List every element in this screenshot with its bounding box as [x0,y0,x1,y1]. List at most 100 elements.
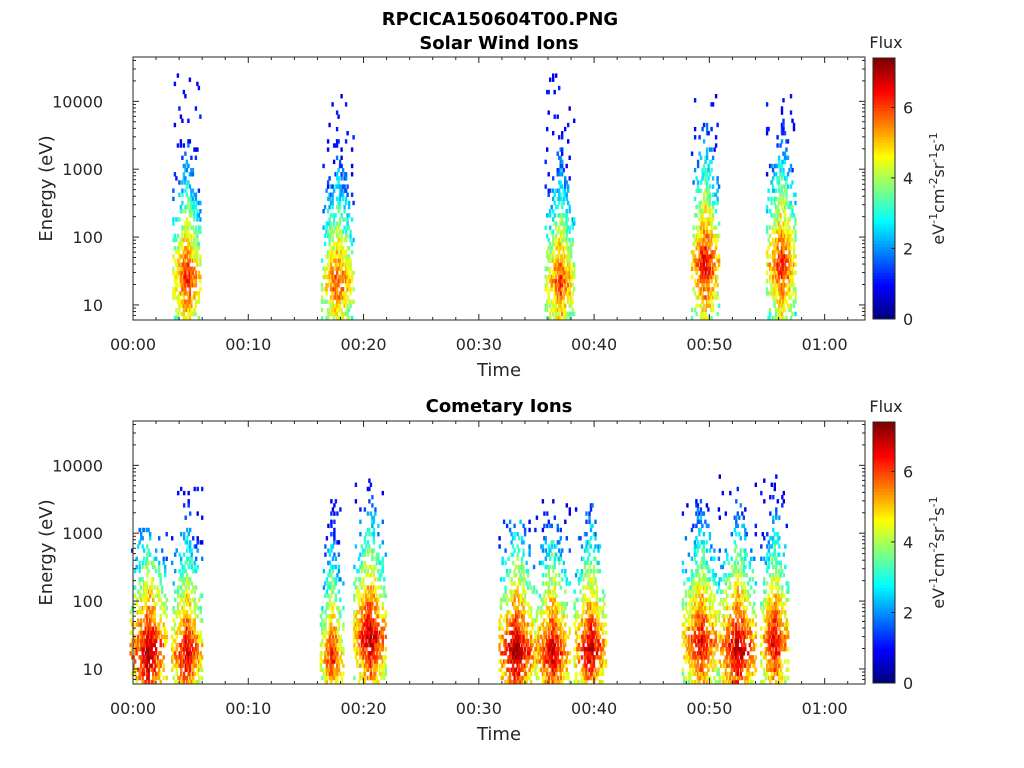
flux-cell [791,258,794,263]
flux-cell [149,622,152,627]
flux-cell [372,655,376,660]
flux-cell [516,638,519,644]
flux-cell [786,270,790,276]
flux-cell [574,614,578,619]
flux-cell [693,663,697,668]
colorbar-step [873,205,895,210]
flux-cell [180,593,183,598]
flux-cell [371,581,374,586]
flux-cell [598,544,602,549]
flux-cell [132,585,135,590]
flux-cell [550,659,553,664]
flux-cell [329,254,333,259]
flux-cell [582,585,585,590]
flux-cell [550,638,553,644]
flux-cell [555,221,558,226]
flux-cell [553,270,556,276]
flux-cell [705,126,709,132]
flux-cell [189,577,192,582]
flux-cell [334,262,337,267]
flux-cell [565,667,568,672]
flux-cell [782,200,785,206]
flux-cell [553,315,556,321]
flux-cell [771,176,775,181]
flux-cell [341,184,345,189]
flux-cell [356,647,359,652]
flux-cell [561,667,564,672]
flux-cell [381,601,384,607]
flux-cell [199,209,202,214]
flux-cell [525,663,528,668]
flux-cell [188,258,192,263]
flux-cell [513,548,516,553]
flux-cell [698,217,701,222]
flux-cell [686,638,689,644]
flux-cell [776,270,779,276]
flux-cell [507,667,510,672]
flux-cell [335,291,339,296]
flux-cell [561,278,564,284]
colorbar-step [873,287,895,291]
flux-cell [794,233,797,239]
flux-cell [372,634,376,640]
flux-cell [531,626,534,631]
flux-cell [187,647,190,652]
flux-cell [335,283,339,288]
flux-cell [782,237,785,243]
flux-cell [559,155,562,160]
flux-cell [199,610,202,615]
flux-cell [711,254,715,259]
flux-cell [559,270,562,276]
flux-cell [333,503,336,508]
flux-cell [350,217,354,222]
flux-cell [186,659,189,664]
flux-cell [146,671,149,677]
flux-cell [783,213,787,218]
flux-cell [705,225,709,230]
flux-cell [343,311,346,317]
flux-cell [794,291,797,296]
flux-cell [561,204,564,210]
flux-cell [191,241,195,247]
flux-cell [567,262,570,267]
flux-cell [149,630,152,635]
flux-cell [522,630,525,635]
flux-cell [369,659,373,664]
flux-cell [559,527,562,533]
flux-cell [187,241,190,247]
flux-cell [779,307,782,313]
flux-cell [173,233,177,239]
flux-cell [178,106,181,111]
flux-cell [555,667,558,672]
flux-cell [553,213,556,218]
flux-cell [199,667,202,672]
flux-cell [555,634,558,640]
flux-cell [162,601,165,607]
flux-cell [340,679,344,685]
flux-cell [552,217,555,222]
flux-cell [577,581,581,586]
flux-cell [711,233,715,239]
flux-cell [360,655,364,660]
flux-cell [792,287,796,292]
flux-cell [585,573,588,578]
flux-cell [768,291,772,296]
flux-cell [338,229,342,234]
flux-cell [158,634,161,640]
colorbar-step [873,313,895,317]
flux-cell [184,188,187,193]
flux-cell [181,647,184,652]
flux-cell [150,638,153,644]
flux-cell [131,630,134,635]
flux-cell [717,262,721,267]
flux-cell [331,225,334,230]
flux-cell [501,651,504,656]
flux-cell [562,200,565,206]
flux-cell [330,564,333,570]
flux-cell [561,577,564,582]
flux-cell [780,131,784,136]
flux-cell [517,647,521,652]
flux-cell [544,266,547,271]
flux-cell [550,278,553,284]
flux-cell [179,299,183,304]
